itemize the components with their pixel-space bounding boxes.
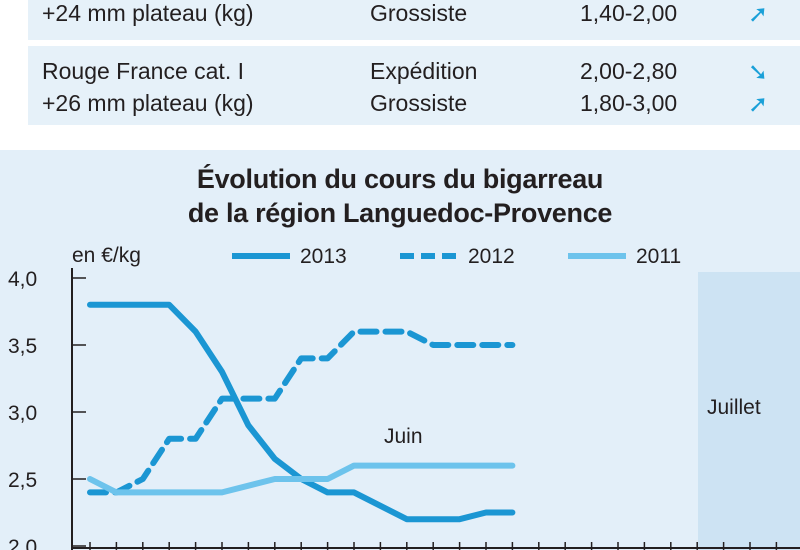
july-band bbox=[698, 272, 800, 550]
legend-label-2012: 2012 bbox=[468, 245, 515, 268]
legend-label-2011: 2011 bbox=[636, 245, 681, 268]
price-range: 1,80-3,00 bbox=[580, 90, 678, 116]
trend-up-icon: ➚ bbox=[748, 91, 769, 118]
y-tick-label: 3,5 bbox=[8, 335, 37, 358]
y-tick-label: 3,0 bbox=[8, 402, 37, 425]
product-label: +26 mm plateau (kg) bbox=[42, 90, 254, 116]
stage-label: Expédition bbox=[370, 58, 478, 84]
trend-down-icon: ➘ bbox=[748, 59, 769, 86]
annotation-juillet: Juillet bbox=[707, 396, 761, 419]
series-line-2011 bbox=[87, 462, 516, 496]
series-line-2013 bbox=[87, 301, 516, 523]
product-label: Rouge France cat. I bbox=[42, 58, 244, 84]
legend-label-2013: 2013 bbox=[300, 245, 347, 268]
table-separator bbox=[28, 40, 800, 46]
stage-label: Grossiste bbox=[370, 90, 468, 116]
chart-subtitle: de la région Languedoc-Provence bbox=[187, 198, 613, 228]
chart-panel bbox=[0, 150, 800, 550]
y-tick-label: 2,5 bbox=[8, 469, 37, 492]
y-tick-label: 2,0 bbox=[8, 536, 37, 550]
annotation-juin: Juin bbox=[384, 425, 423, 448]
y-tick-label: 4,0 bbox=[8, 268, 37, 291]
y-axis-unit-label: en €/kg bbox=[72, 244, 141, 267]
price-range: 1,40-2,00 bbox=[580, 0, 678, 26]
stage-label: Grossiste bbox=[370, 0, 468, 26]
price-range: 2,00-2,80 bbox=[580, 58, 678, 84]
chart-title: Évolution du cours du bigarreau bbox=[196, 164, 604, 194]
series-line-2012 bbox=[87, 328, 516, 496]
price-table-panel bbox=[28, 0, 800, 125]
product-label: +24 mm plateau (kg) bbox=[42, 0, 254, 26]
trend-up-icon: ➚ bbox=[748, 1, 769, 28]
